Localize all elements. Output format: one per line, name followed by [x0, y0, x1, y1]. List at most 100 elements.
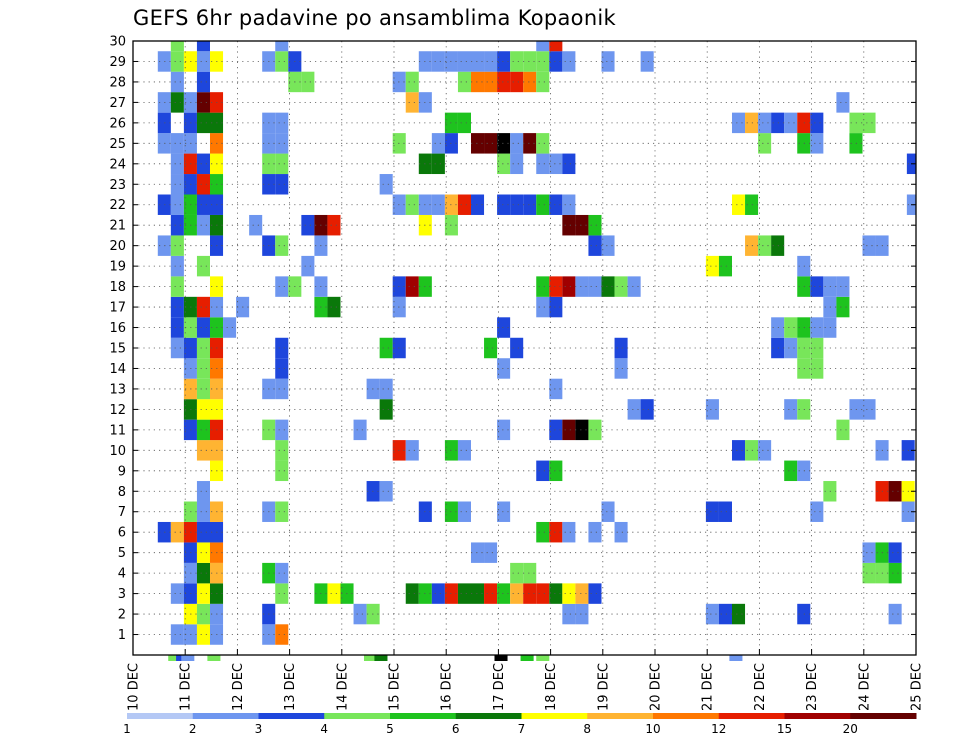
- heatmap-cell: [497, 71, 511, 93]
- x-tick-label: 14 DEC: [335, 663, 350, 711]
- heatmap-cell: [196, 317, 210, 338]
- heatmap-cell: [444, 112, 458, 134]
- colorbar-swatch: [850, 713, 917, 719]
- colorbar-swatch: [653, 713, 720, 719]
- heatmap-cell: [705, 255, 719, 277]
- heatmap-cell: [249, 214, 263, 236]
- heatmap-cell: [196, 542, 210, 563]
- heatmap-cell: [536, 51, 550, 72]
- heatmap-cell: [562, 521, 576, 543]
- heatmap-cell: [196, 112, 210, 134]
- x-tick-label: 17 DEC: [492, 663, 507, 711]
- heatmap-cell: [196, 337, 210, 359]
- heatmap-cell: [758, 440, 772, 461]
- heatmap-cell: [575, 419, 589, 441]
- heatmap-cell: [275, 153, 289, 175]
- heatmap-cell: [810, 317, 824, 338]
- heatmap-cell: [470, 133, 485, 154]
- y-tick-label: 18: [109, 280, 126, 295]
- heatmap-cell: [810, 337, 824, 359]
- heatmap-cell: [405, 583, 419, 604]
- y-tick-label: 13: [109, 382, 126, 397]
- heatmap-cell: [888, 542, 902, 563]
- heatmap-cell: [549, 460, 563, 482]
- heatmap-cell: [745, 235, 759, 256]
- y-tick-label: 14: [109, 362, 126, 377]
- heatmap-cell: [196, 501, 210, 522]
- heatmap-cell: [797, 133, 811, 154]
- heatmap-cell: [549, 419, 563, 441]
- colorbar-swatch: [455, 713, 522, 719]
- heatmap-cell: [196, 153, 210, 175]
- heatmap-cell: [771, 235, 785, 256]
- heatmap-cell: [327, 296, 341, 318]
- heatmap-cell: [353, 419, 367, 441]
- colorbar-swatch: [390, 713, 457, 719]
- heatmap-cell: [275, 440, 289, 461]
- heatmap-cell: [536, 194, 550, 215]
- heatmap-cell: [170, 194, 184, 215]
- heatmap-cell: [588, 276, 602, 297]
- heatmap-cell: [758, 133, 772, 154]
- heatmap-cell: [444, 440, 458, 461]
- heatmap-cell: [170, 71, 184, 93]
- heatmap-cell: [797, 337, 811, 359]
- heatmap-cell: [836, 419, 850, 441]
- heatmap-cell: [196, 440, 210, 461]
- heatmap-cell: [797, 603, 811, 625]
- chart-title: GEFS 6hr padavine po ansamblima Kopaonik: [133, 6, 617, 30]
- heatmap-cell: [601, 235, 615, 256]
- colorbar-label: 6: [452, 722, 460, 736]
- heatmap-cell: [784, 460, 798, 482]
- heatmap-cell: [523, 583, 537, 604]
- heatmap-cell: [862, 112, 876, 134]
- y-tick-label: 2: [118, 608, 126, 623]
- y-tick-label: 8: [118, 485, 126, 500]
- y-tick-label: 17: [109, 301, 126, 316]
- y-tick-label: 4: [118, 567, 126, 582]
- x-tick-label: 21 DEC: [701, 663, 716, 711]
- heatmap-cell: [379, 174, 393, 195]
- heatmap-cell: [431, 583, 445, 604]
- heatmap-cell: [627, 399, 641, 420]
- heatmap-cell: [170, 214, 184, 236]
- heatmap-cell: [196, 358, 210, 379]
- heatmap-cell: [484, 71, 498, 93]
- heatmap-cell: [457, 501, 471, 522]
- heatmap-cell: [457, 112, 471, 134]
- heatmap-cell: [549, 583, 563, 604]
- heatmap-cell: [170, 174, 184, 195]
- heatmap-cell: [536, 153, 550, 175]
- heatmap-cell: [275, 583, 289, 604]
- heatmap-cell: [862, 399, 876, 420]
- heatmap-cell: [275, 133, 289, 154]
- y-tick-label: 7: [118, 505, 126, 520]
- heatmap-cell: [549, 153, 563, 175]
- x-tick-label: 25 DEC: [910, 663, 925, 711]
- heatmap-cell: [810, 501, 824, 522]
- heatmap-cell: [196, 51, 210, 72]
- heatmap-cell: [444, 133, 458, 154]
- heatmap-cell: [457, 71, 471, 93]
- heatmap-cell: [797, 358, 811, 379]
- heatmap-cell: [431, 153, 445, 175]
- heatmap-cell: [640, 51, 654, 72]
- heatmap-cell: [575, 583, 589, 604]
- heatmap-cell: [457, 194, 471, 215]
- heatmap-cell: [497, 153, 511, 175]
- heatmap-cell: [170, 133, 184, 154]
- heatmap-cell: [523, 133, 537, 154]
- heatmap-cell: [196, 481, 210, 502]
- heatmap-cell: [784, 399, 798, 420]
- heatmap-cell: [784, 317, 798, 338]
- y-tick-label: 19: [109, 260, 126, 275]
- y-tick-label: 6: [118, 526, 126, 541]
- heatmap-cell: [588, 583, 602, 604]
- heatmap-cell: [588, 419, 602, 441]
- heatmap-cell: [170, 624, 184, 645]
- heatmap-cell: [379, 481, 393, 502]
- heatmap-cell: [758, 112, 772, 134]
- y-tick-label: 15: [109, 342, 126, 357]
- heatmap-cell: [301, 255, 315, 277]
- heatmap-cell: [588, 521, 602, 543]
